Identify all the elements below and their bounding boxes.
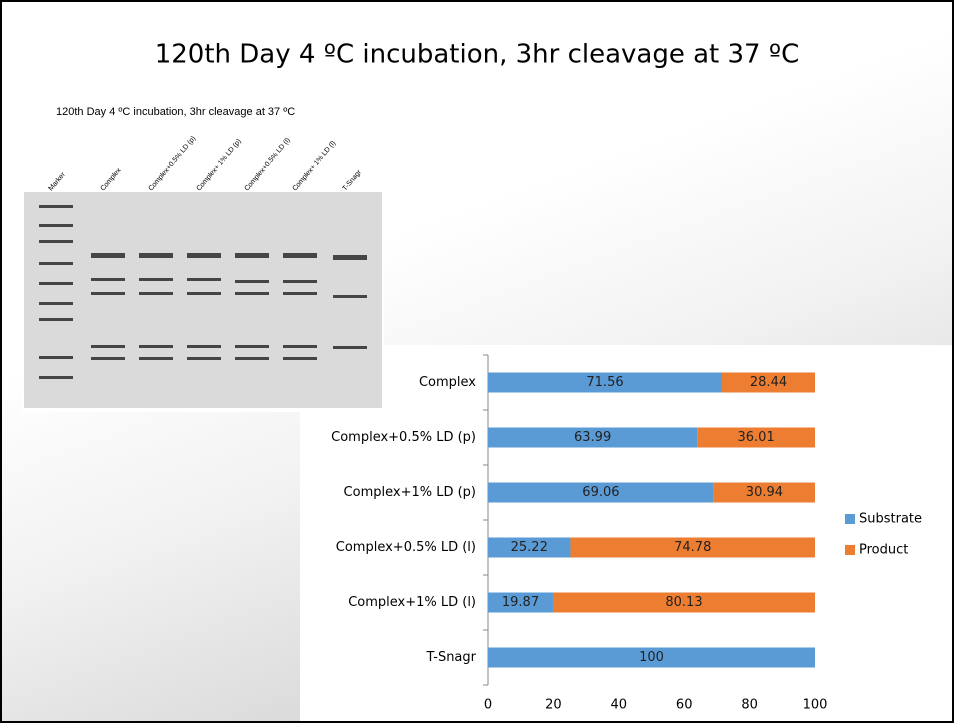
band — [91, 278, 125, 281]
band — [235, 292, 269, 295]
bar-segment — [488, 427, 698, 448]
band — [283, 253, 317, 258]
bar-segment — [488, 647, 815, 668]
band — [39, 302, 73, 305]
band — [39, 376, 73, 379]
band — [283, 345, 317, 348]
data-label: 74.78 — [674, 540, 711, 555]
bar-segment — [697, 427, 815, 448]
data-label: 36.01 — [738, 430, 775, 445]
legend-label: Substrate — [859, 512, 922, 527]
band — [283, 292, 317, 295]
x-tick-label: 0 — [484, 698, 492, 713]
data-label: 71.56 — [586, 375, 623, 390]
band — [187, 292, 221, 295]
bar-segment — [713, 482, 815, 503]
data-label: 100 — [639, 650, 664, 665]
data-label: 63.99 — [574, 430, 611, 445]
band — [139, 357, 173, 360]
legend-swatch — [845, 545, 855, 555]
bar-segment — [722, 372, 815, 393]
band — [39, 224, 73, 227]
band — [139, 253, 173, 258]
band — [283, 280, 317, 283]
band — [187, 253, 221, 258]
band — [187, 345, 221, 348]
band — [139, 345, 173, 348]
band — [39, 282, 73, 285]
band — [91, 357, 125, 360]
band — [333, 346, 367, 349]
band — [139, 278, 173, 281]
gel — [24, 192, 382, 408]
band — [333, 295, 367, 298]
band — [91, 292, 125, 295]
x-tick-label: 80 — [741, 698, 758, 713]
data-label: 69.06 — [582, 485, 619, 500]
band — [235, 280, 269, 283]
bar-segment — [552, 592, 815, 613]
band — [187, 357, 221, 360]
category-label: Complex+0.5% LD (l) — [336, 540, 476, 555]
band — [283, 357, 317, 360]
bar-segment — [488, 482, 714, 503]
band — [235, 253, 269, 258]
band — [187, 278, 221, 281]
data-label: 19.87 — [502, 595, 539, 610]
bar-segment — [488, 537, 571, 558]
data-label: 80.13 — [665, 595, 702, 610]
data-label: 30.94 — [746, 485, 783, 500]
bar-segment — [488, 372, 723, 393]
legend-swatch — [845, 514, 855, 524]
band — [91, 253, 125, 258]
category-label: Complex+0.5% LD (p) — [331, 430, 476, 445]
band — [39, 205, 73, 208]
data-label: 28.44 — [750, 375, 787, 390]
band — [139, 292, 173, 295]
bar-segment — [570, 537, 815, 558]
band — [39, 356, 73, 359]
band — [235, 357, 269, 360]
slide-title: 120th Day 4 ºC incubation, 3hr cleavage … — [155, 40, 800, 70]
category-label: Complex+1% LD (p) — [344, 485, 476, 500]
band — [39, 262, 73, 265]
bar-segment — [488, 592, 553, 613]
category-label: T-Snagr — [426, 650, 477, 665]
x-tick-label: 40 — [611, 698, 628, 713]
x-tick-label: 100 — [803, 698, 828, 713]
band — [235, 345, 269, 348]
legend-label: Product — [859, 543, 908, 558]
band — [39, 240, 73, 243]
band — [91, 345, 125, 348]
category-label: Complex+1% LD (l) — [348, 595, 476, 610]
data-label: 25.22 — [511, 540, 548, 555]
band — [333, 255, 367, 260]
category-label: Complex — [419, 375, 476, 390]
chart: 0 20 40 60 80 100 Complex 71.56 28.44 Complex+0.5… — [331, 354, 922, 713]
x-tick-label: 20 — [545, 698, 562, 713]
gel-caption: 120th Day 4 ºC incubation, 3hr cleavage … — [56, 106, 295, 118]
x-tick-label: 60 — [676, 698, 693, 713]
band — [39, 318, 73, 321]
